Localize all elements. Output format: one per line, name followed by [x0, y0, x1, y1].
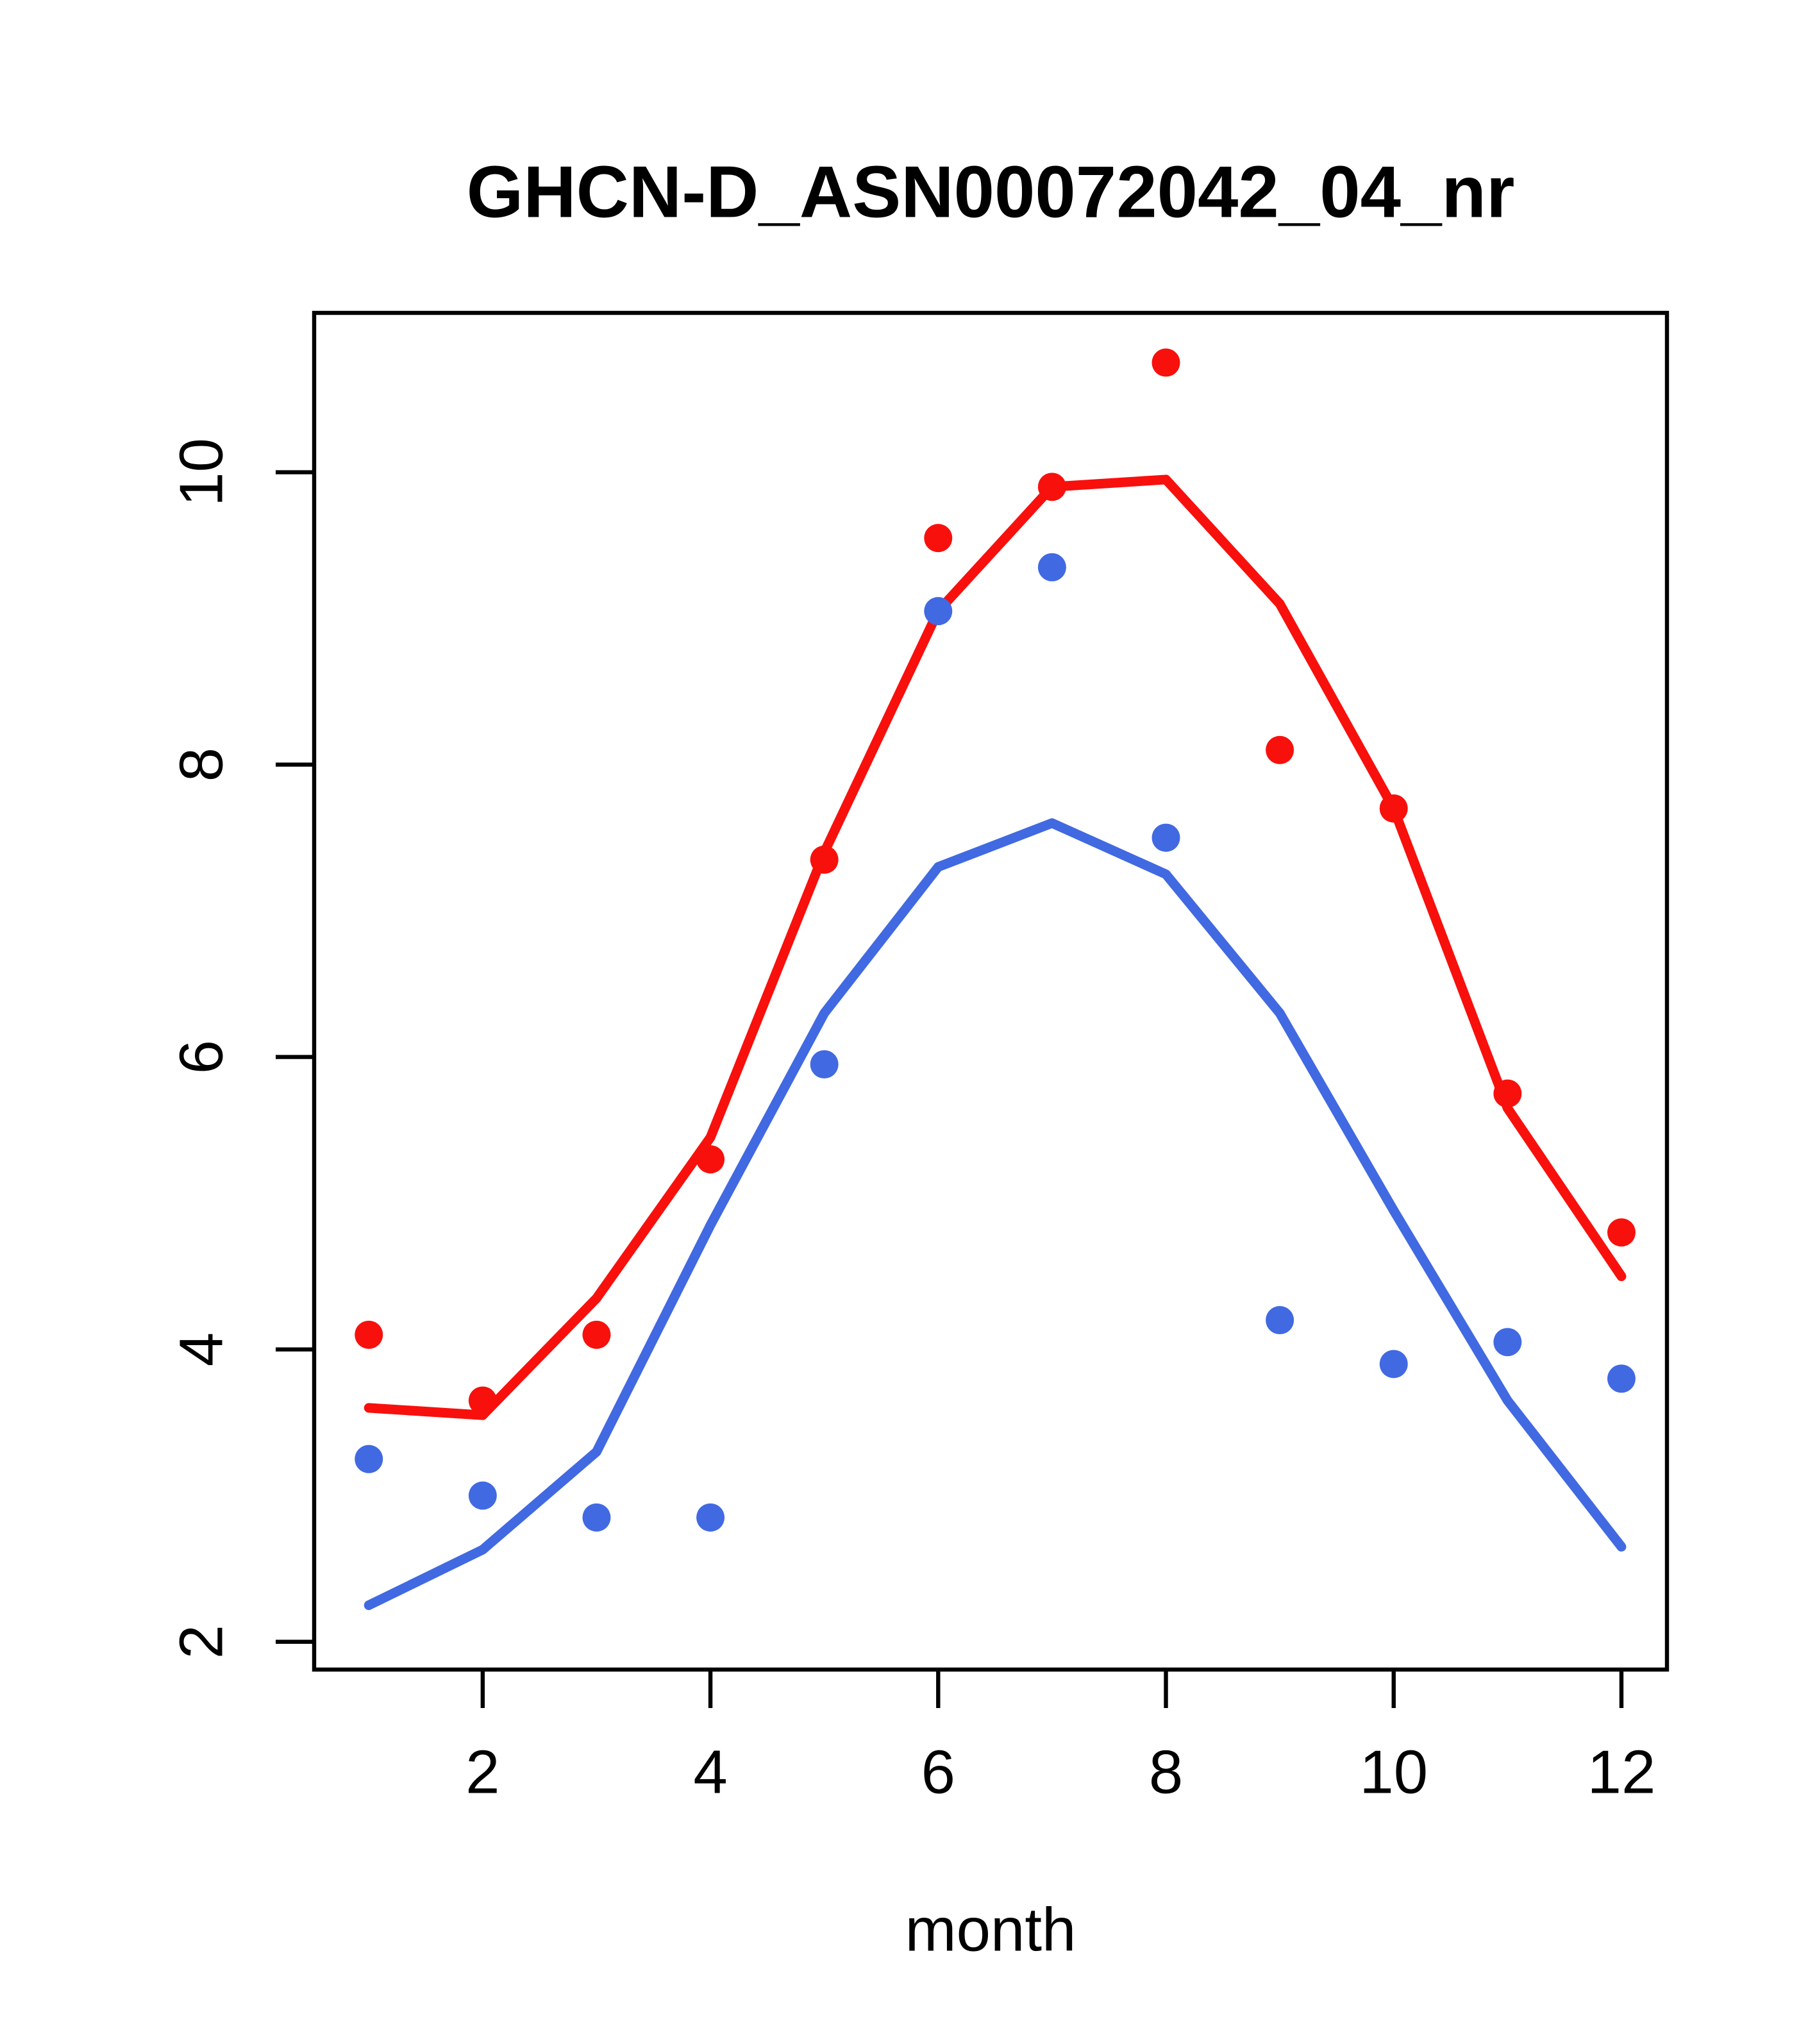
x-axis: 2 4 6 8 10 12	[465, 1670, 1655, 1807]
blue-point	[924, 597, 953, 626]
red-point	[924, 524, 953, 553]
blue-point	[582, 1503, 611, 1532]
blue-point	[1266, 1306, 1294, 1335]
blue-point	[696, 1503, 725, 1532]
red-points-group	[355, 348, 1636, 1415]
y-axis: 2 4 6 8 10	[167, 438, 314, 1659]
x-tick-label: 8	[1149, 1738, 1183, 1807]
y-tick-label: 8	[167, 748, 236, 782]
blue-point	[1493, 1328, 1522, 1357]
y-tick-label: 10	[167, 438, 236, 507]
blue-point	[810, 1050, 839, 1079]
red-point	[355, 1320, 383, 1349]
red-point	[1151, 348, 1180, 377]
blue-point	[1379, 1350, 1408, 1378]
x-tick-label: 6	[921, 1738, 955, 1807]
blue-smooth-line	[364, 818, 1627, 1611]
blue-point	[355, 1445, 383, 1473]
blue-point	[1607, 1364, 1636, 1393]
x-tick-label: 10	[1359, 1738, 1428, 1807]
blue-point	[468, 1481, 497, 1510]
red-point	[1266, 735, 1294, 764]
plot-area	[355, 348, 1636, 1611]
blue-point	[1037, 553, 1066, 582]
plot-title: GHCN-D_ASN00072042_04_nr	[467, 152, 1515, 233]
x-tick-label: 12	[1587, 1738, 1656, 1807]
red-smooth-line	[364, 474, 1627, 1420]
y-tick-label: 6	[167, 1040, 236, 1074]
y-tick-label: 2	[167, 1625, 236, 1659]
plot-border-box	[312, 310, 1670, 1672]
blue-point	[1151, 823, 1180, 852]
red-point	[1607, 1218, 1636, 1247]
red-point	[582, 1320, 611, 1349]
x-tick-label: 2	[465, 1738, 499, 1807]
y-tick-label: 4	[167, 1332, 236, 1366]
blue-points-group	[355, 553, 1636, 1532]
x-tick-label: 4	[693, 1738, 727, 1807]
x-axis-label: month	[905, 1896, 1076, 1964]
